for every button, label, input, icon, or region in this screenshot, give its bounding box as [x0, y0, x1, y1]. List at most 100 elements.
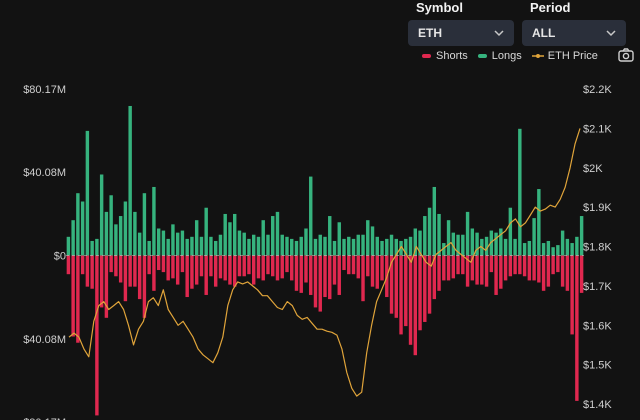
- long-bar[interactable]: [366, 220, 370, 256]
- long-bar[interactable]: [137, 232, 142, 256]
- long-bar[interactable]: [537, 189, 541, 256]
- short-bar[interactable]: [437, 255, 441, 291]
- short-bar[interactable]: [332, 255, 337, 285]
- short-bar[interactable]: [565, 255, 570, 291]
- short-bar[interactable]: [461, 255, 465, 275]
- long-bar[interactable]: [109, 195, 113, 256]
- short-bar[interactable]: [465, 255, 470, 287]
- long-bar[interactable]: [446, 220, 451, 256]
- long-bar[interactable]: [166, 238, 170, 256]
- long-bar[interactable]: [118, 216, 123, 256]
- legend-eth-price[interactable]: ETH Price: [531, 50, 598, 62]
- long-bar[interactable]: [313, 238, 318, 256]
- short-bar[interactable]: [503, 255, 508, 281]
- short-bar[interactable]: [133, 255, 137, 287]
- long-bar[interactable]: [290, 238, 294, 256]
- short-bar[interactable]: [499, 255, 503, 289]
- long-bar[interactable]: [465, 211, 470, 256]
- long-bar[interactable]: [271, 216, 275, 256]
- short-bar[interactable]: [541, 255, 546, 291]
- long-bar[interactable]: [522, 243, 527, 256]
- short-bar[interactable]: [489, 255, 494, 273]
- long-bar[interactable]: [209, 236, 213, 256]
- long-bar[interactable]: [418, 230, 422, 256]
- short-bar[interactable]: [76, 255, 80, 343]
- short-bar[interactable]: [446, 255, 451, 281]
- short-bar[interactable]: [494, 255, 498, 295]
- long-bar[interactable]: [175, 232, 180, 256]
- camera-icon[interactable]: [618, 47, 634, 63]
- short-bar[interactable]: [513, 255, 517, 275]
- short-bar[interactable]: [347, 255, 351, 275]
- short-bar[interactable]: [366, 255, 370, 277]
- long-bar[interactable]: [142, 193, 147, 256]
- long-bar[interactable]: [156, 228, 161, 256]
- long-bar[interactable]: [489, 230, 494, 256]
- long-bar[interactable]: [228, 222, 232, 256]
- short-bar[interactable]: [156, 255, 161, 271]
- short-bar[interactable]: [299, 255, 303, 293]
- long-bar[interactable]: [442, 243, 446, 256]
- long-bar[interactable]: [356, 234, 360, 256]
- short-bar[interactable]: [247, 255, 251, 275]
- short-bar[interactable]: [223, 255, 227, 281]
- long-bar[interactable]: [575, 236, 579, 256]
- long-bar[interactable]: [475, 232, 479, 256]
- short-bar[interactable]: [137, 255, 142, 300]
- long-bar[interactable]: [95, 238, 99, 256]
- long-bar[interactable]: [104, 211, 109, 256]
- long-bar[interactable]: [408, 236, 413, 256]
- long-bar[interactable]: [394, 238, 398, 256]
- short-bar[interactable]: [404, 255, 408, 327]
- long-bar[interactable]: [275, 211, 280, 256]
- short-bar[interactable]: [228, 255, 232, 285]
- legend-longs[interactable]: Longs: [477, 50, 522, 62]
- short-bar[interactable]: [213, 255, 218, 287]
- short-bar[interactable]: [380, 255, 384, 281]
- long-bar[interactable]: [451, 232, 456, 256]
- long-bar[interactable]: [261, 220, 265, 256]
- long-bar[interactable]: [280, 234, 284, 256]
- long-bar[interactable]: [370, 226, 375, 256]
- long-bar[interactable]: [237, 230, 242, 256]
- short-bar[interactable]: [323, 255, 327, 298]
- short-bar[interactable]: [418, 255, 422, 331]
- short-bar[interactable]: [95, 255, 99, 416]
- long-bar[interactable]: [285, 236, 289, 256]
- short-bar[interactable]: [285, 255, 289, 273]
- short-bar[interactable]: [351, 255, 356, 275]
- short-bar[interactable]: [399, 255, 403, 335]
- short-bar[interactable]: [99, 255, 104, 308]
- long-bar[interactable]: [128, 105, 132, 256]
- short-bar[interactable]: [413, 255, 417, 356]
- short-bar[interactable]: [423, 255, 427, 322]
- long-bar[interactable]: [570, 243, 574, 256]
- short-bar[interactable]: [556, 255, 560, 273]
- legend-shorts[interactable]: Shorts: [422, 50, 468, 62]
- short-bar[interactable]: [261, 255, 265, 281]
- short-bar[interactable]: [522, 255, 527, 277]
- short-bar[interactable]: [546, 255, 551, 287]
- long-bar[interactable]: [532, 218, 536, 256]
- short-bar[interactable]: [313, 255, 318, 308]
- long-bar[interactable]: [385, 238, 389, 256]
- short-bar[interactable]: [570, 255, 574, 335]
- long-bar[interactable]: [199, 236, 204, 256]
- long-bar[interactable]: [318, 234, 322, 256]
- short-bar[interactable]: [128, 255, 132, 287]
- short-bar[interactable]: [161, 255, 166, 273]
- long-bar[interactable]: [527, 240, 532, 256]
- short-bar[interactable]: [342, 255, 346, 271]
- short-bar[interactable]: [318, 255, 322, 312]
- short-bar[interactable]: [190, 255, 194, 289]
- long-bar[interactable]: [223, 213, 227, 256]
- short-bar[interactable]: [309, 255, 313, 295]
- long-bar[interactable]: [423, 216, 427, 256]
- long-bar[interactable]: [546, 240, 551, 256]
- long-bar[interactable]: [309, 176, 313, 256]
- short-bar[interactable]: [475, 255, 479, 285]
- long-bar[interactable]: [484, 236, 489, 256]
- long-bar[interactable]: [99, 174, 104, 256]
- long-bar[interactable]: [114, 224, 118, 256]
- long-bar[interactable]: [461, 234, 465, 256]
